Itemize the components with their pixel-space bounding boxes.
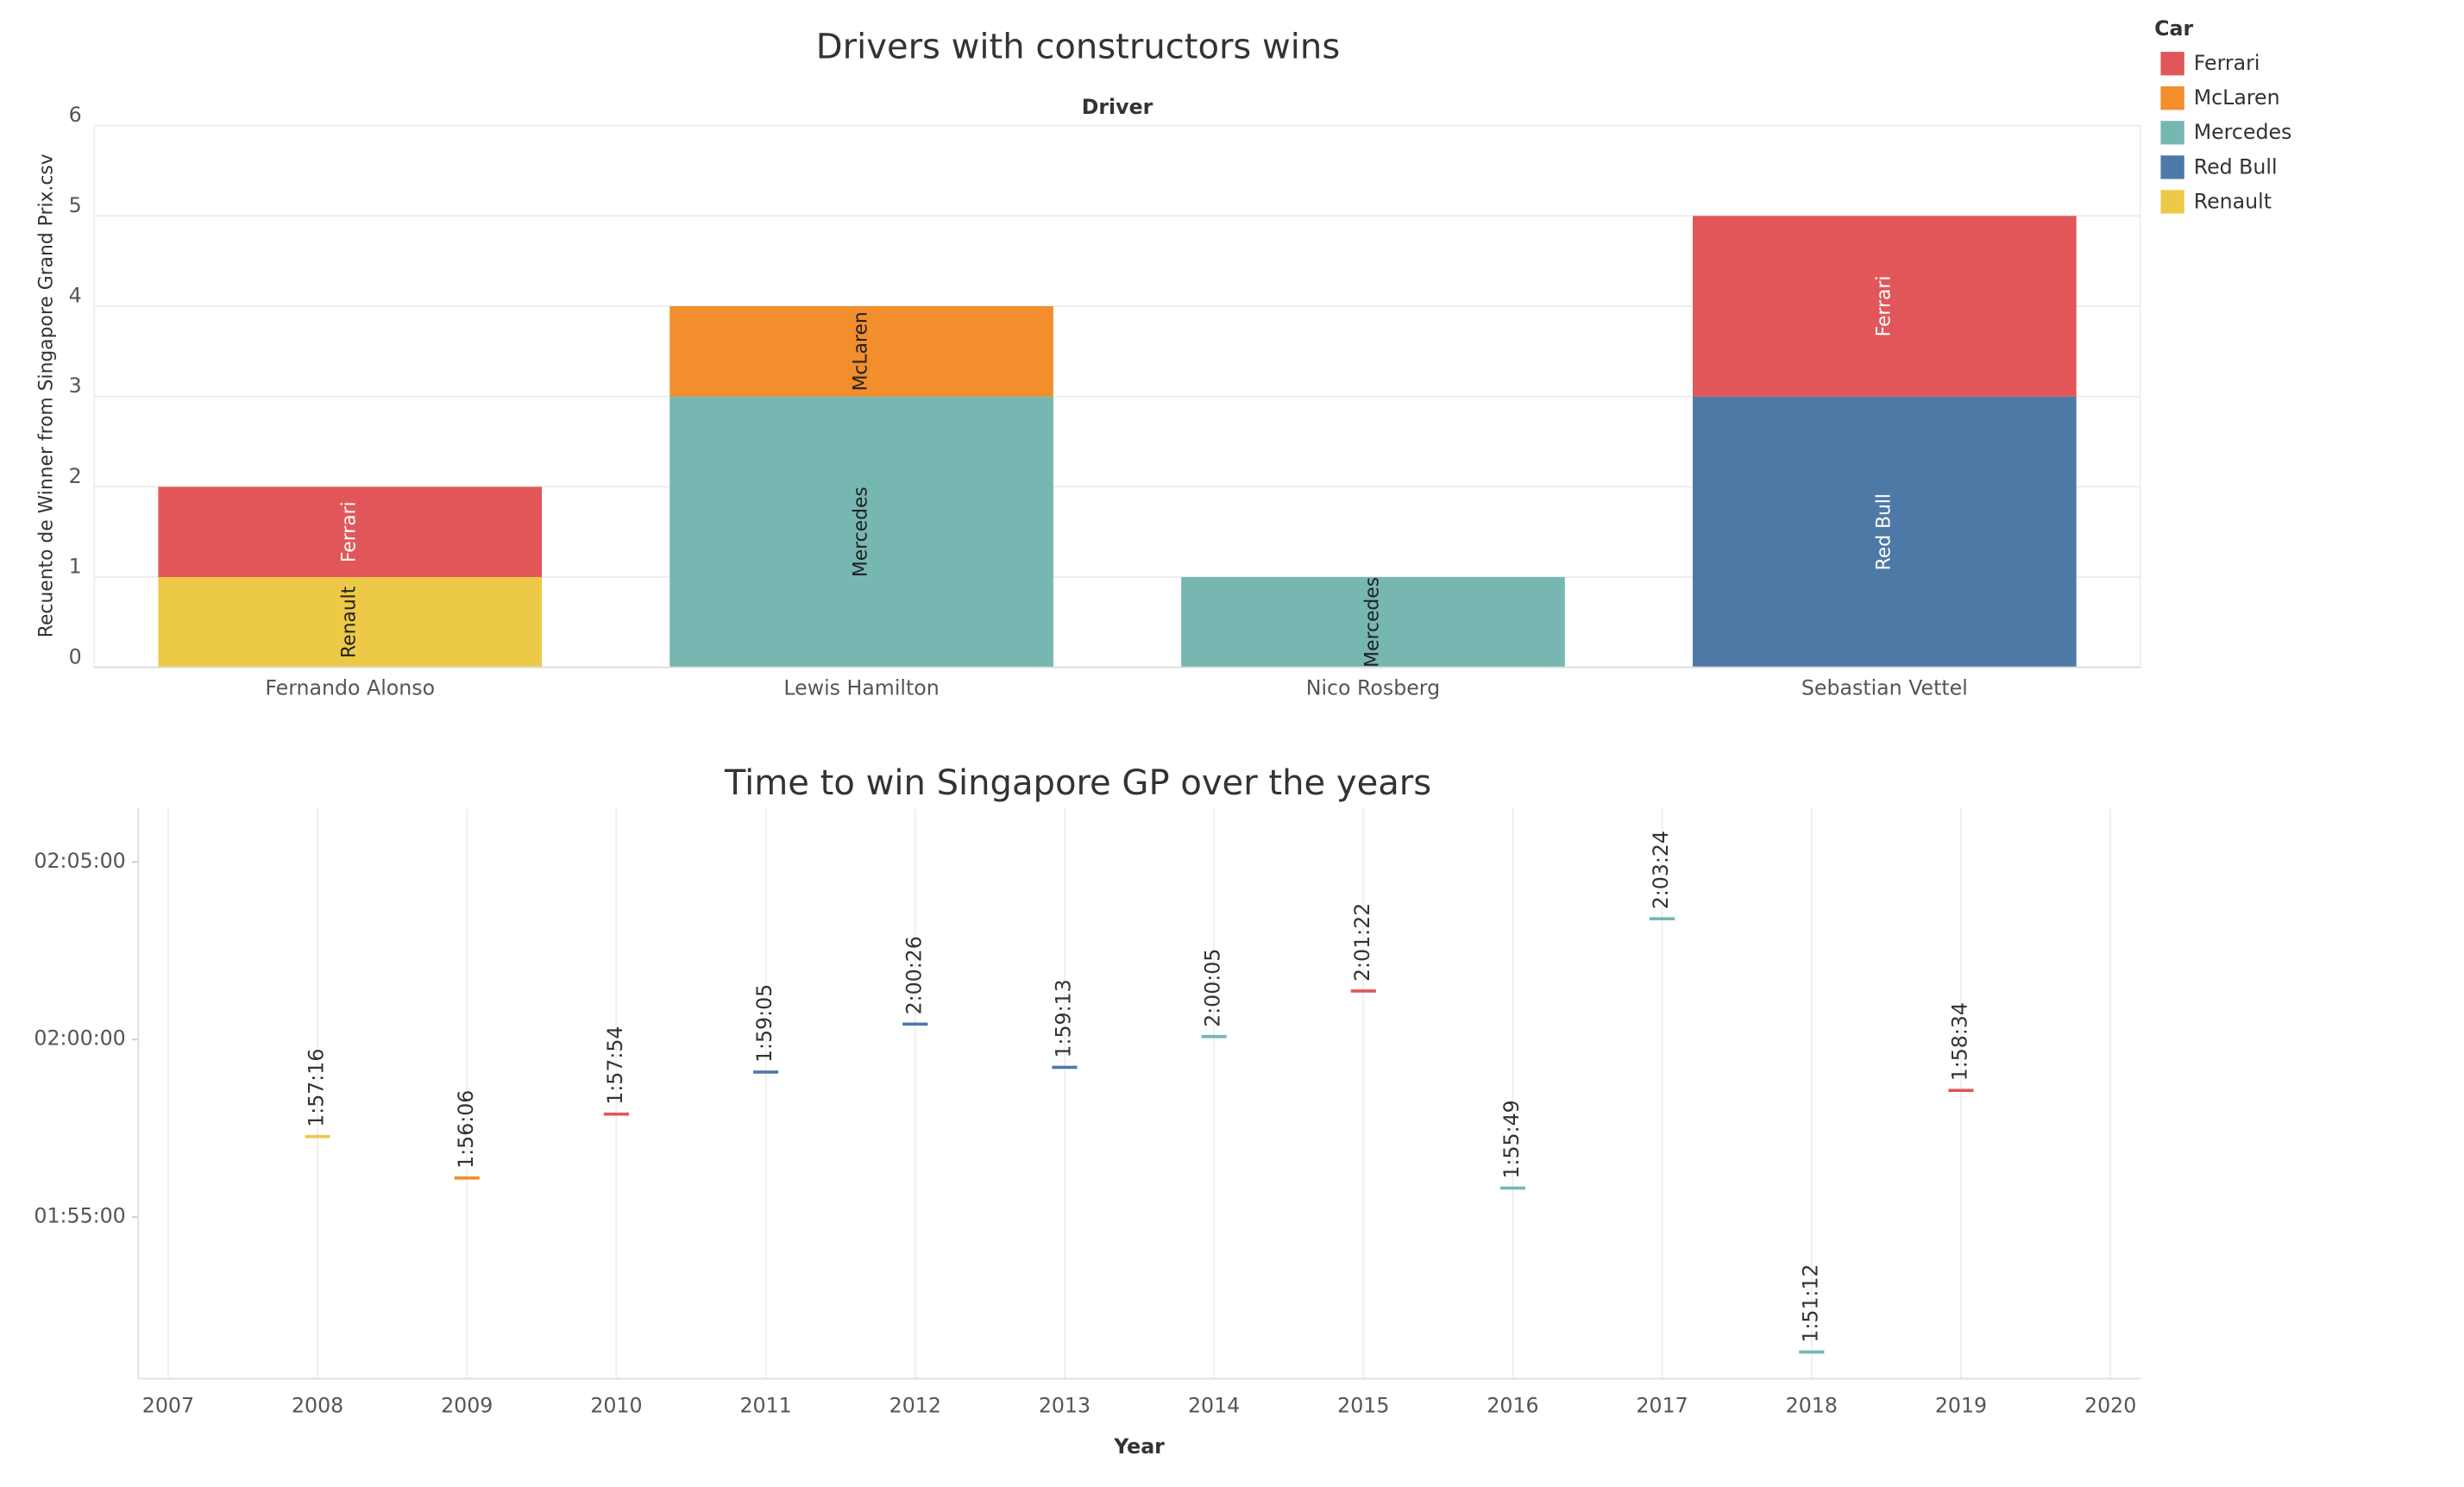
bar-label: Mercedes xyxy=(1361,577,1383,668)
bar-segment xyxy=(158,486,543,578)
x-axis-title: Driver xyxy=(1082,95,1153,119)
chart-title: Drivers with constructors wins xyxy=(816,27,1340,66)
x-tick-label: 2010 xyxy=(590,1394,642,1418)
value-label: 1:59:05 xyxy=(752,984,776,1063)
bar-segment xyxy=(669,396,1053,668)
y-tick-label: 02:00:00 xyxy=(34,1026,125,1051)
legend-title: Car xyxy=(2154,16,2193,41)
x-tick-label: 2018 xyxy=(1786,1394,1838,1418)
bar-segment xyxy=(669,305,1053,397)
y-tick-label: 02:05:00 xyxy=(34,849,125,873)
value-label: 1:57:16 xyxy=(305,1049,329,1127)
x-tick-label: 2016 xyxy=(1487,1394,1538,1418)
legend-label: Mercedes xyxy=(2194,120,2292,144)
y-tick-label: 2 xyxy=(69,464,82,488)
bar-label: Ferrari xyxy=(1873,276,1895,337)
x-tick-label: 2020 xyxy=(2084,1394,2136,1418)
legend-swatch xyxy=(2160,121,2184,145)
legend-swatch xyxy=(2160,52,2184,76)
y-tick-label: 0 xyxy=(69,644,82,668)
y-tick-label: 3 xyxy=(69,373,82,398)
bar-segment xyxy=(1693,396,2077,668)
value-label: 1:59:13 xyxy=(1051,979,1075,1057)
y-tick-label: 1 xyxy=(69,555,82,579)
value-label: 2:01:22 xyxy=(1350,903,1374,982)
value-label: 2:00:26 xyxy=(902,936,926,1014)
chart-title: Time to win Singapore GP over the years xyxy=(724,763,1431,803)
legend-label: McLaren xyxy=(2194,85,2280,110)
bar-segment xyxy=(1693,216,2077,397)
y-tick-label: 4 xyxy=(69,284,82,308)
x-tick-label: 2019 xyxy=(1935,1394,1987,1418)
legend-swatch xyxy=(2160,86,2184,110)
legend-swatch xyxy=(2160,190,2184,214)
x-tick-label: 2013 xyxy=(1039,1394,1091,1418)
value-label: 1:57:54 xyxy=(603,1026,627,1105)
value-label: 1:51:12 xyxy=(1798,1264,1822,1342)
y-tick-label: 01:55:00 xyxy=(34,1204,125,1228)
value-label: 2:00:05 xyxy=(1201,949,1225,1027)
x-tick-label: Lewis Hamilton xyxy=(783,676,939,700)
value-label: 1:58:34 xyxy=(1947,1002,1971,1081)
bar-label: McLaren xyxy=(851,311,872,391)
value-label: 1:55:49 xyxy=(1499,1100,1524,1178)
value-label: 1:56:06 xyxy=(454,1090,478,1169)
legend-label: Red Bull xyxy=(2194,154,2278,179)
y-tick-label: 5 xyxy=(69,193,82,217)
bar-segment xyxy=(1181,577,1565,668)
x-tick-label: Sebastian Vettel xyxy=(1801,676,1968,700)
x-tick-label: Fernando Alonso xyxy=(265,676,435,700)
legend-label: Ferrari xyxy=(2194,51,2260,75)
x-tick-label: Nico Rosberg xyxy=(1306,676,1440,700)
bar-label: Ferrari xyxy=(339,501,361,562)
bar-label: Mercedes xyxy=(851,486,872,577)
value-label: 2:03:24 xyxy=(1649,831,1673,909)
x-tick-label: 2012 xyxy=(889,1394,941,1418)
x-tick-label: 2007 xyxy=(142,1394,194,1418)
y-tick-label: 6 xyxy=(69,103,82,127)
bar-segment xyxy=(158,577,543,668)
legend-label: Renault xyxy=(2194,189,2272,213)
bar-label: Renault xyxy=(339,586,361,658)
x-tick-label: 2017 xyxy=(1637,1394,1688,1418)
x-tick-label: 2015 xyxy=(1337,1394,1389,1418)
x-tick-label: 2008 xyxy=(292,1394,343,1418)
x-tick-label: 2014 xyxy=(1188,1394,1240,1418)
x-tick-label: 2009 xyxy=(441,1394,493,1418)
x-tick-label: 2011 xyxy=(739,1394,791,1418)
x-axis-title: Year xyxy=(1113,1434,1165,1459)
legend-swatch xyxy=(2160,155,2184,179)
bar-label: Red Bull xyxy=(1873,493,1895,570)
y-axis-title: Recuento de Winner from Singapore Grand … xyxy=(36,154,58,637)
